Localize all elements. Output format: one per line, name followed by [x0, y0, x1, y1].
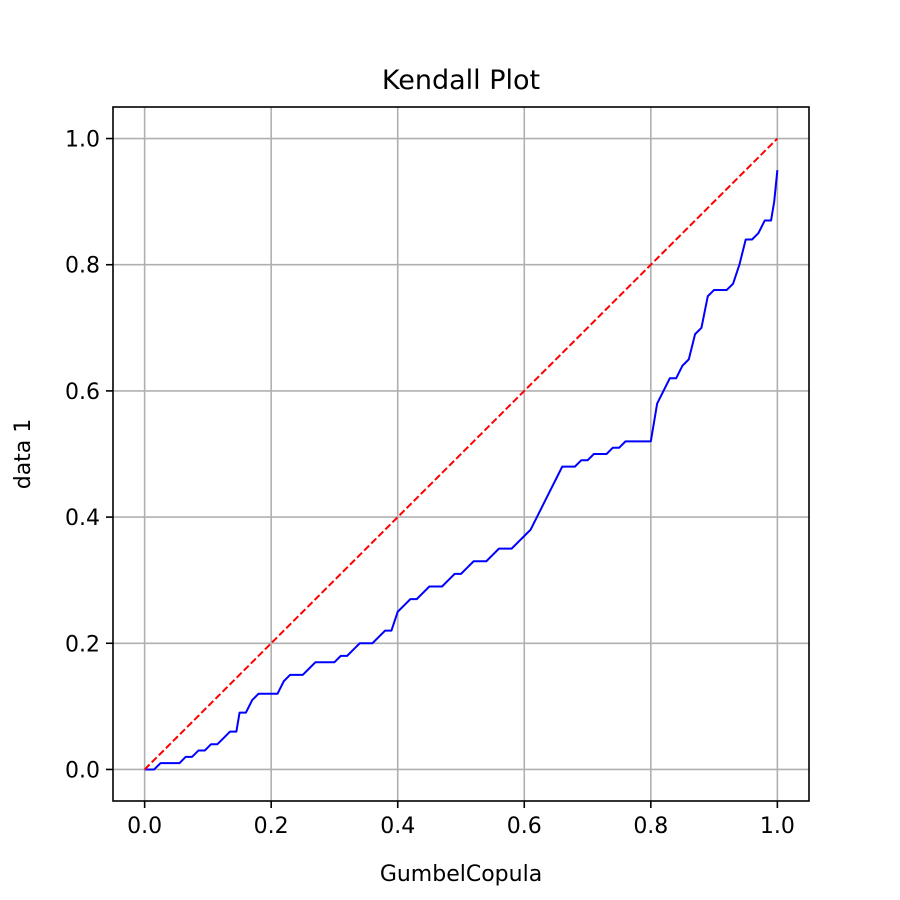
y-tick-label: 1.0	[65, 128, 100, 153]
empirical-kendall-line	[144, 169, 779, 771]
y-tick-label: 0.0	[65, 758, 100, 783]
x-axis-label: GumbelCopula	[380, 862, 542, 887]
y-tick-label: 0.6	[65, 380, 100, 405]
y-tick-label: 0.8	[65, 254, 100, 279]
x-tick-label: 0.6	[507, 814, 542, 839]
x-tick-label: 1.0	[760, 814, 795, 839]
x-tick-label: 0.0	[127, 814, 162, 839]
x-tick-label: 0.2	[254, 814, 289, 839]
plot-series	[143, 137, 779, 771]
chart-title: Kendall Plot	[382, 65, 540, 96]
y-tick-label: 0.4	[65, 506, 100, 531]
y-axis-ticks: 0.0 0.2 0.4 0.6 0.8 1.0	[65, 128, 113, 783]
y-axis-label: data 1	[11, 419, 36, 490]
grid-lines	[113, 107, 809, 801]
plot-frame	[112, 106, 810, 802]
diagonal-reference-line	[143, 137, 779, 771]
x-axis-ticks: 0.0 0.2 0.4 0.6 0.8 1.0	[127, 801, 795, 839]
x-tick-label: 0.4	[380, 814, 415, 839]
y-tick-label: 0.2	[65, 632, 100, 657]
x-tick-label: 0.8	[633, 814, 668, 839]
